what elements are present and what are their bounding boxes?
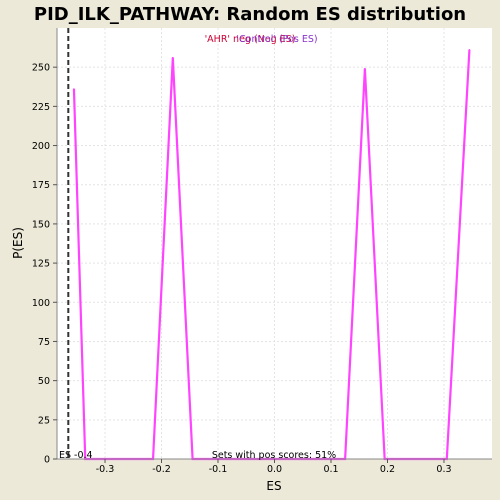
y-axis-label: P(ES) <box>11 227 25 259</box>
axes: -0.3 -0.2 -0.1 0.0 0.1 0.2 0.3 0 25 50 75 100 125 150… <box>32 28 492 475</box>
y-tick-label: 100 <box>32 298 50 309</box>
data-point <box>468 49 471 51</box>
y-tick-label: 25 <box>38 415 50 426</box>
y-tick-label: 250 <box>32 63 50 74</box>
x-tick-label: -0.3 <box>96 464 115 475</box>
x-axis-label: ES <box>266 479 281 493</box>
y-tick-label: 50 <box>38 376 50 387</box>
data-point <box>363 67 366 70</box>
pos-scores-annotation: Sets with pos scores: 51% <box>212 450 336 461</box>
x-tick-label: 0.0 <box>267 464 282 475</box>
y-tick-label: 200 <box>32 141 50 152</box>
legend-entry-2: 'Control' (Pos ES) <box>236 34 317 45</box>
x-tick-label: 0.2 <box>380 464 395 475</box>
data-point <box>73 88 75 91</box>
x-tick-label: 0.1 <box>323 464 338 475</box>
es-marker-label: ES -0.4 <box>59 450 93 461</box>
y-tick-label: 125 <box>32 259 50 270</box>
y-tick-label: 0 <box>44 455 50 466</box>
chart-title: PID_ILK_PATHWAY: Random ES distribution <box>34 4 466 25</box>
x-tick-label: 0.3 <box>436 464 451 475</box>
y-tick-label: 150 <box>32 219 50 230</box>
data-point <box>171 56 174 59</box>
y-tick-label: 75 <box>38 337 50 348</box>
legend-entry-1: 'AHR' neg (Neg ES) <box>205 34 296 45</box>
x-tick-label: -0.1 <box>209 464 228 475</box>
y-tick-label: 175 <box>32 180 50 191</box>
x-tick-label: -0.2 <box>152 464 171 475</box>
plot-area <box>57 28 492 459</box>
y-tick-label: 225 <box>32 102 50 113</box>
